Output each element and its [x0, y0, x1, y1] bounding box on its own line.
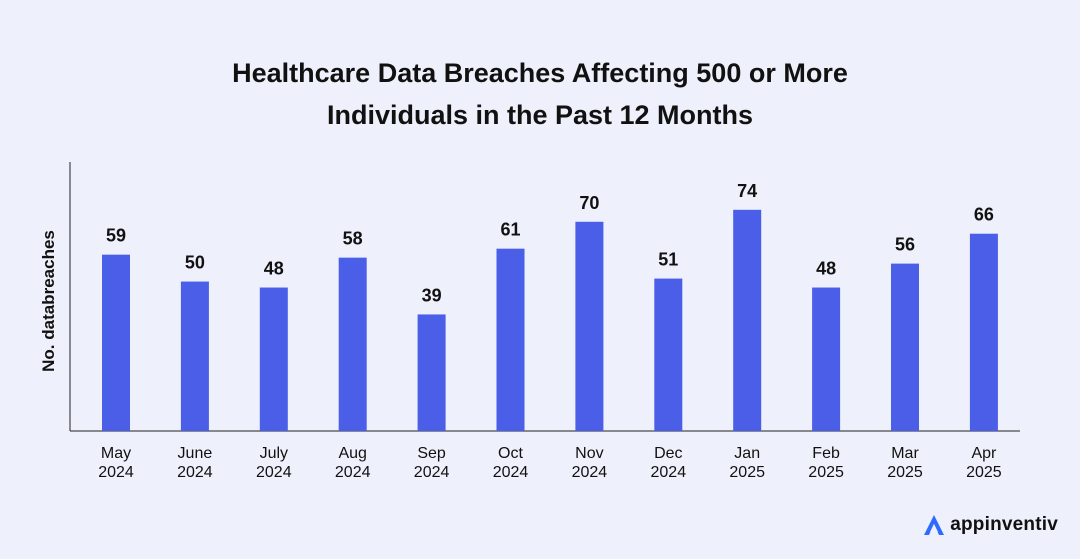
bar-nov-2024 — [575, 221, 604, 431]
data-label: 56 — [895, 235, 915, 255]
bar-dec-2024 — [654, 278, 683, 431]
bar-aug-2024 — [338, 257, 367, 431]
x-tick-label: Mar 2025 — [887, 445, 923, 481]
data-label: 39 — [422, 285, 442, 305]
x-tick-label: Jan 2025 — [729, 445, 765, 481]
chart-title-line-2: Individuals in the Past 12 Months — [326, 100, 754, 130]
bar-jan-2025 — [733, 209, 762, 431]
bar-june-2024 — [180, 281, 209, 431]
x-tick-label: Apr 2025 — [966, 445, 1002, 481]
x-tick-label: Dec 2024 — [651, 445, 687, 481]
x-tick-label: May 2024 — [98, 445, 134, 481]
bar-feb-2025 — [812, 287, 841, 431]
data-label: 48 — [816, 259, 836, 279]
data-label: 70 — [579, 193, 599, 213]
data-label: 74 — [737, 181, 757, 201]
data-label: 59 — [106, 226, 126, 246]
data-label: 61 — [500, 220, 520, 240]
brand-name: appinventiv — [950, 514, 1058, 535]
bar-july-2024 — [259, 287, 288, 431]
data-label: 48 — [264, 259, 284, 279]
bar-sep-2024 — [417, 314, 446, 431]
x-tick-label: Aug 2024 — [335, 445, 371, 481]
appinventiv-logo-icon — [924, 515, 945, 535]
data-label: 66 — [974, 205, 994, 225]
x-tick-label: Feb 2025 — [808, 445, 844, 481]
data-label: 50 — [185, 253, 205, 273]
bar-may-2024 — [102, 254, 130, 431]
bars-group: 59 May 2024 50 June 2024 48 July 2024 58 Aug 2024 39… — [98, 181, 1002, 481]
x-tick-label: July 2024 — [256, 445, 292, 481]
x-tick-label: Sep 2024 — [414, 445, 450, 481]
chart-title-line-1: Healthcare Data Breaches Affecting 500 o… — [232, 58, 848, 88]
x-tick-label: Nov 2024 — [572, 445, 608, 481]
x-tick-label: Oct 2024 — [493, 445, 529, 481]
x-tick-label: June 2024 — [177, 445, 213, 481]
chart-title: Healthcare Data Breaches Affecting 500 o… — [0, 52, 1080, 136]
data-label: 58 — [343, 229, 363, 249]
y-axis-label: No. databreaches — [39, 230, 58, 372]
bar-oct-2024 — [496, 248, 525, 431]
bar-apr-2025 — [969, 233, 998, 431]
bar-mar-2025 — [891, 263, 919, 431]
data-label: 51 — [658, 250, 678, 270]
brand-logo: appinventiv — [922, 513, 1058, 537]
